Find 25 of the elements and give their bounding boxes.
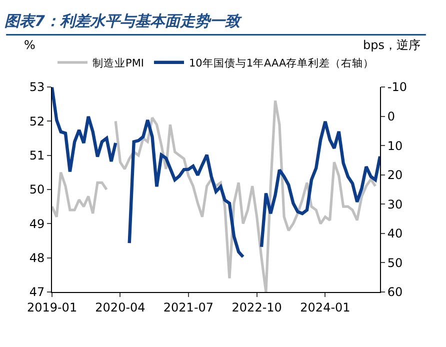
x-tick-label: 2019-01 [26, 300, 78, 314]
chart-title: 图表7：利差水平与基本面走势一致 [4, 12, 243, 30]
y2-tick-label: 50 [387, 256, 403, 270]
y-axis-title: % [24, 38, 36, 52]
y2-tick-label: -10 [387, 80, 408, 94]
legend-label: 10年国债与1年AAA存单利差（右轴） [189, 56, 374, 70]
y2-axis-title: bps，逆序 [363, 38, 420, 52]
y2-tick-label: 0 [387, 109, 396, 124]
y-tick-label: 52 [29, 114, 45, 128]
y-tick-label: 49 [29, 216, 45, 231]
y2-tick-label: 60 [387, 285, 403, 300]
y2-tick-label: 30 [387, 197, 403, 212]
y2-tick-label: 10 [387, 138, 403, 153]
y-tick-label: 53 [29, 80, 45, 94]
y-tick-label: 51 [29, 148, 45, 163]
x-tick-label: 2024-01 [300, 300, 350, 314]
x-tick-label: 2021-07 [163, 300, 214, 314]
legend-label: 制造业PMI [92, 56, 144, 70]
x-tick-label: 2020-04 [95, 300, 146, 314]
y2-tick-label: 20 [387, 168, 403, 182]
y-tick-label: 48 [29, 251, 45, 266]
y-tick-label: 50 [29, 182, 45, 197]
x-tick-label: 2022-10 [232, 300, 282, 314]
y-tick-label: 47 [29, 285, 45, 300]
y2-tick-label: 40 [387, 226, 403, 241]
